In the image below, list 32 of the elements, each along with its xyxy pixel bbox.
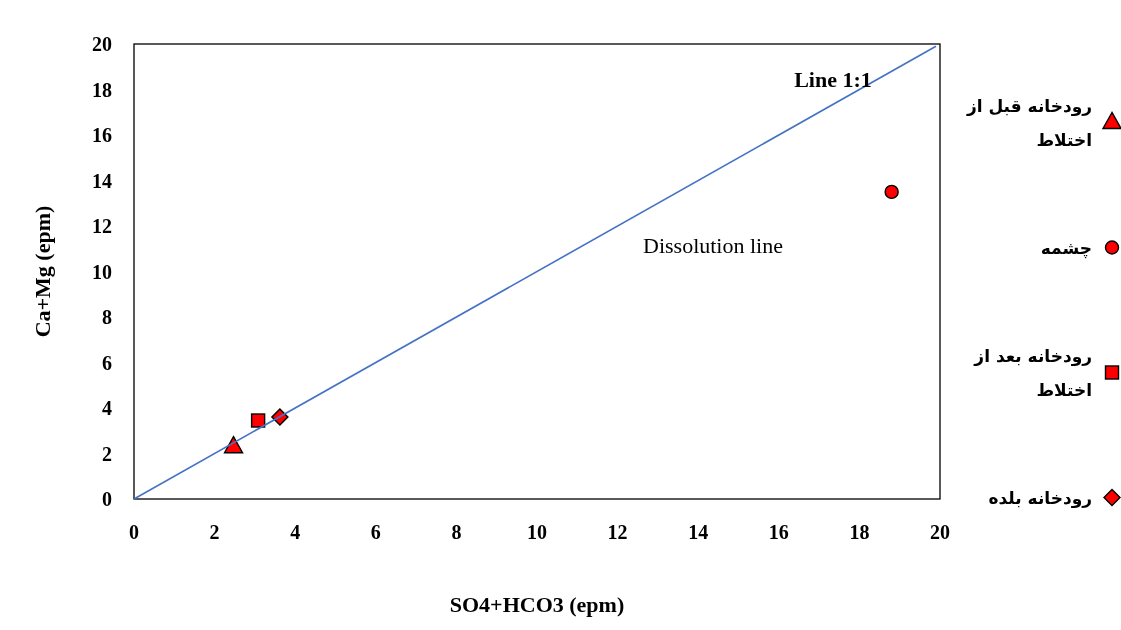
y-tick-label: 16: [92, 124, 112, 146]
legend-label: چشمه: [1039, 236, 1092, 261]
y-tick-label: 2: [102, 442, 112, 465]
legend-label: رودخانه بعد از اختلاط: [972, 344, 1092, 402]
x-tick-label: 8: [451, 521, 462, 543]
x-axis-title: SO4+HCO3 (epm): [449, 592, 625, 617]
y-tick-label: 10: [92, 260, 112, 283]
x-tick-label: 2: [209, 521, 220, 543]
annotation: Line 1:1: [794, 67, 872, 92]
legend-label: رودخانه بلده: [987, 486, 1092, 510]
x-tick-label: 12: [607, 521, 628, 543]
y-axis-title: Ca+Mg (epm): [30, 205, 55, 338]
point: [884, 184, 899, 200]
y-tick-label: 4: [102, 397, 112, 419]
y-tick-label: 0: [102, 488, 112, 510]
y-tick-label: 14: [92, 169, 112, 192]
x-tick-label: 0: [129, 521, 139, 543]
annotation: Dissolution line: [643, 233, 783, 258]
x-tick-label: 16: [768, 521, 789, 543]
point: [250, 413, 266, 428]
x-tick-label: 18: [849, 521, 870, 543]
legend-label: رودخانه قبل از اختلاط: [965, 94, 1092, 152]
y-tick-label: 12: [92, 215, 112, 237]
y-tick-label: 20: [92, 33, 112, 55]
y-tick-label: 8: [102, 306, 112, 328]
x-tick-label: 4: [290, 521, 301, 543]
y-tick-label: 6: [102, 351, 112, 374]
x-tick-label: 6: [370, 521, 381, 543]
x-tick-label: 14: [688, 521, 709, 543]
y-tick-label: 18: [92, 78, 112, 101]
x-tick-label: 10: [527, 521, 547, 543]
x-tick-label: 20: [930, 521, 950, 543]
